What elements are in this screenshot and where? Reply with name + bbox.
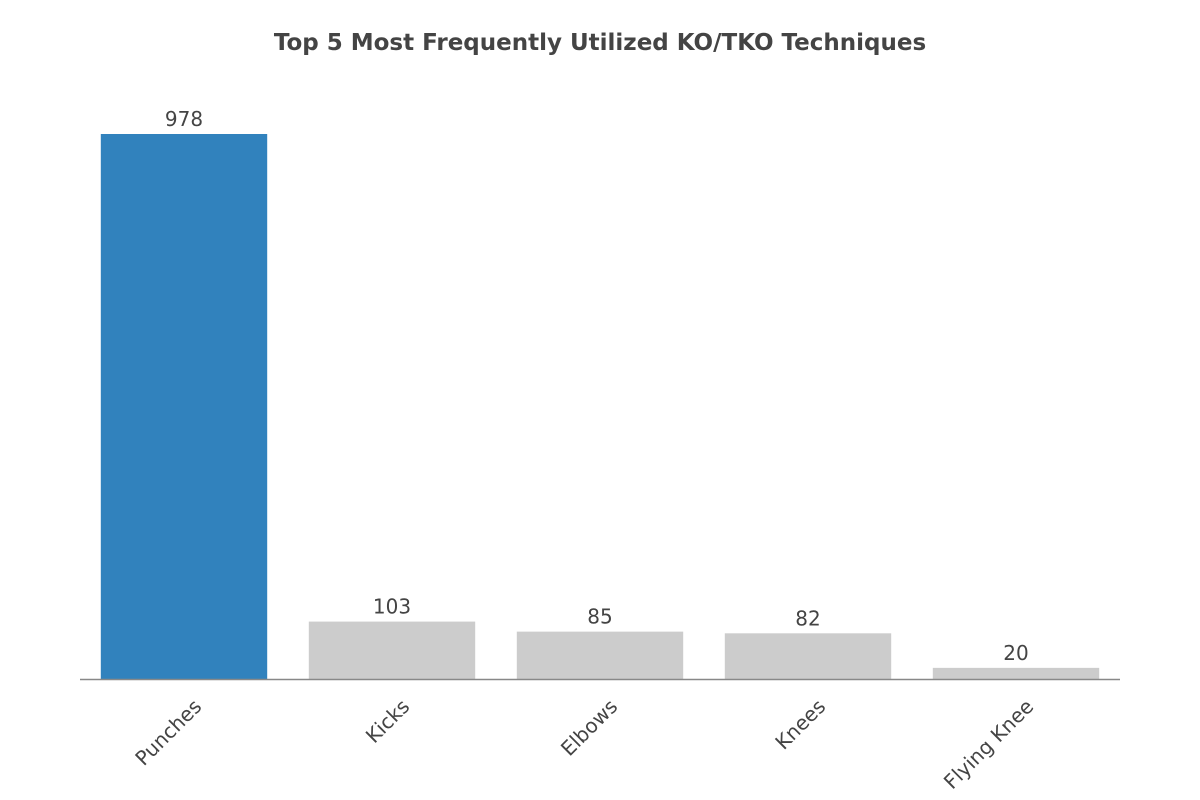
- x-tick-labels-group: Punches Kicks Elbows Knees Flying Knee: [130, 694, 1038, 793]
- bar-punches: [100, 134, 268, 679]
- value-labels-group: 978 103 85 82 20: [165, 107, 1029, 665]
- x-tick-label-elbows: Elbows: [556, 694, 622, 760]
- x-tick-label-punches: Punches: [130, 694, 206, 770]
- x-tick-label-flying-knee: Flying Knee: [939, 694, 1038, 793]
- x-tick-label-kicks: Kicks: [361, 694, 415, 748]
- chart-title: Top 5 Most Frequently Utilized KO/TKO Te…: [274, 30, 926, 56]
- value-label-flying-knee: 20: [1003, 641, 1028, 665]
- x-tick-label-knees: Knees: [770, 694, 830, 754]
- value-label-elbows: 85: [587, 605, 612, 629]
- bar-knees: [724, 633, 892, 679]
- value-label-knees: 82: [795, 606, 820, 630]
- bar-kicks: [308, 621, 476, 679]
- value-label-punches: 978: [165, 107, 203, 131]
- bar-flying-knee: [932, 667, 1100, 679]
- bars-group: [100, 134, 1100, 679]
- value-label-kicks: 103: [373, 595, 411, 619]
- bar-elbows: [516, 631, 684, 679]
